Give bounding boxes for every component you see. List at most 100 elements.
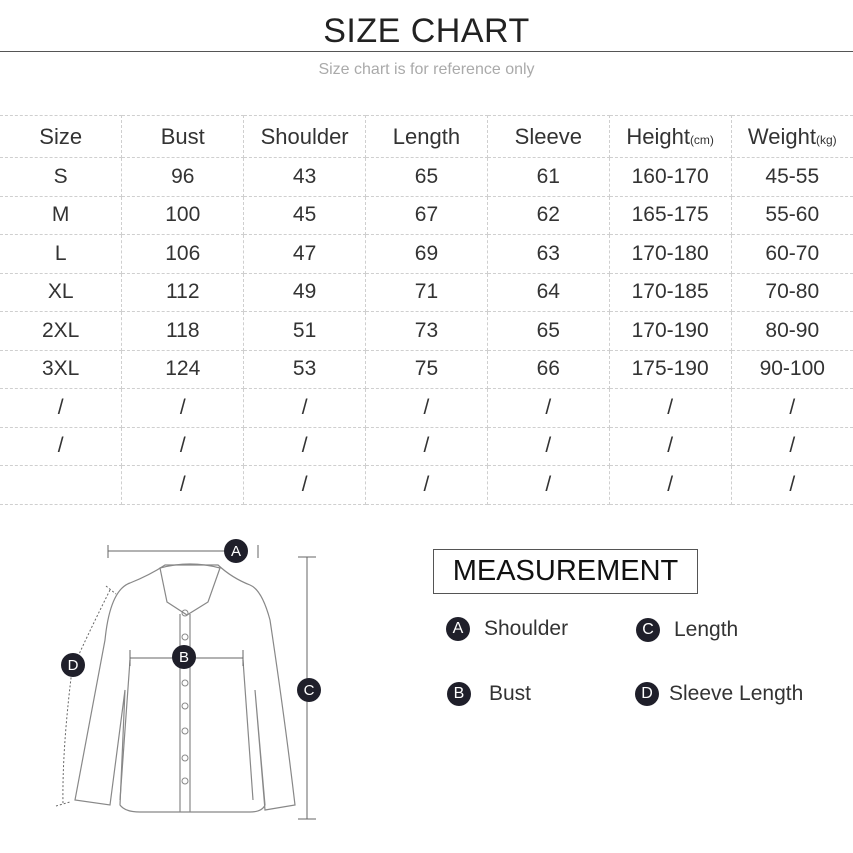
table-cell: / — [365, 426, 488, 466]
badge-d-icon — [61, 653, 85, 677]
legend-item-sleeve-length: D Sleeve Length — [635, 682, 803, 706]
table-cell: 96 — [121, 157, 245, 197]
table-cell: 3XL — [0, 349, 123, 389]
table-cell: / — [121, 426, 245, 466]
svg-text:D: D — [68, 657, 79, 674]
page-subtitle: Size chart is for reference only — [318, 61, 535, 78]
table-cell: S — [0, 157, 123, 197]
header-sleeve: Sleeve — [486, 115, 610, 158]
table-cell: 100 — [121, 195, 245, 235]
table-row: M 100 45 67 62 165-175 55-60 — [0, 195, 853, 235]
header-height-unit: (cm) — [689, 132, 714, 147]
table-cell: / — [730, 388, 853, 428]
header-weight: Weight(kg) — [730, 115, 853, 158]
table-cell: 47 — [243, 234, 367, 274]
table-cell: 170-185 — [608, 272, 732, 312]
table-cell: 80-90 — [730, 311, 853, 351]
table-row: / / / / / / / — [0, 388, 853, 428]
badge-a-icon — [224, 539, 248, 563]
badge-a-icon: A — [446, 617, 470, 641]
table-cell: / — [486, 426, 610, 466]
table-cell: 63 — [486, 234, 610, 274]
table-cell: / — [608, 465, 732, 505]
size-table: Size Bust Shoulder Length Sleeve Height(… — [0, 115, 853, 505]
badge-c-icon — [297, 678, 321, 702]
table-cell: 49 — [243, 272, 367, 312]
table-cell: / — [608, 426, 732, 466]
table-row: XL 112 49 71 64 170-185 70-80 — [0, 272, 853, 312]
table-cell: 60-70 — [730, 234, 853, 274]
header-size: Size — [0, 115, 123, 158]
table-cell: 66 — [486, 349, 610, 389]
legend-label: Bust — [489, 682, 532, 705]
header-height: Height(cm) — [608, 115, 732, 158]
table-cell: / — [243, 388, 367, 428]
table-cell: 51 — [243, 311, 367, 351]
table-cell: 112 — [121, 272, 245, 312]
table-cell: 124 — [121, 349, 245, 389]
table-cell: / — [365, 465, 488, 505]
header-length: Length — [365, 115, 488, 158]
table-cell: 64 — [486, 272, 610, 312]
table-cell: 69 — [365, 234, 488, 274]
table-cell: 55-60 — [730, 195, 853, 235]
table-cell: / — [121, 388, 245, 428]
badge-c-icon: C — [636, 618, 660, 642]
table-cell: 90-100 — [730, 349, 853, 389]
table-cell: 43 — [243, 157, 367, 197]
header-weight-label: Weight — [747, 123, 816, 149]
table-cell: 61 — [486, 157, 610, 197]
legend-label: Shoulder — [484, 617, 569, 640]
table-row: L 106 47 69 63 170-180 60-70 — [0, 234, 853, 274]
table-row: S 96 43 65 61 160-170 45-55 — [0, 157, 853, 197]
table-cell: / — [608, 388, 732, 428]
badge-d-icon: D — [635, 682, 659, 706]
table-cell: 70-80 — [730, 272, 853, 312]
shirt-diagram: A B C D — [55, 539, 321, 820]
svg-text:A: A — [231, 543, 241, 560]
table-cell: 65 — [486, 311, 610, 351]
table-cell: 53 — [243, 349, 367, 389]
table-header-row: Size Bust Shoulder Length Sleeve Height(… — [0, 115, 853, 158]
legend-item-bust: B Bust — [447, 682, 531, 706]
shirt-buttons — [181, 609, 189, 785]
table-cell: 75 — [365, 349, 488, 389]
table-cell: L — [0, 234, 123, 274]
measurement-title: MEASUREMENT — [433, 549, 698, 594]
table-cell: M — [0, 195, 123, 235]
table-cell: / — [243, 465, 367, 505]
table-cell: 62 — [486, 195, 610, 235]
table-row: / / / / / / — [0, 465, 853, 505]
table-row: / / / / / / / — [0, 426, 853, 466]
legend-label: Length — [674, 618, 739, 641]
legend-item-length: C Length — [636, 618, 738, 642]
table-cell: / — [121, 465, 245, 505]
table-cell: 71 — [365, 272, 488, 312]
badge-b-icon — [172, 645, 196, 669]
table-cell: 165-175 — [608, 195, 732, 235]
table-cell: 160-170 — [608, 157, 732, 197]
title-divider — [0, 51, 853, 52]
table-cell: 2XL — [0, 311, 123, 351]
table-cell: 106 — [121, 234, 245, 274]
legend-label: Sleeve Length — [669, 682, 804, 705]
table-cell: 65 — [365, 157, 488, 197]
shirt-outline — [74, 564, 296, 813]
shirt-placket — [179, 614, 191, 812]
table-cell: / — [243, 426, 367, 466]
table-cell: 118 — [121, 311, 245, 351]
table-cell: / — [730, 426, 853, 466]
shoulder-measure-line — [107, 545, 259, 558]
header-height-label: Height — [626, 123, 690, 149]
table-row: 3XL 124 53 75 66 175-190 90-100 — [0, 349, 853, 389]
table-cell: 73 — [365, 311, 488, 351]
header-weight-unit: (kg) — [815, 132, 837, 147]
badge-b-icon: B — [447, 682, 471, 706]
table-cell: / — [730, 465, 853, 505]
table-cell: 175-190 — [608, 349, 732, 389]
table-cell: / — [486, 388, 610, 428]
table-cell: / — [0, 426, 123, 466]
header-shoulder: Shoulder — [243, 115, 367, 158]
sleeve-measure-line — [55, 585, 117, 807]
table-cell: 45-55 — [730, 157, 853, 197]
